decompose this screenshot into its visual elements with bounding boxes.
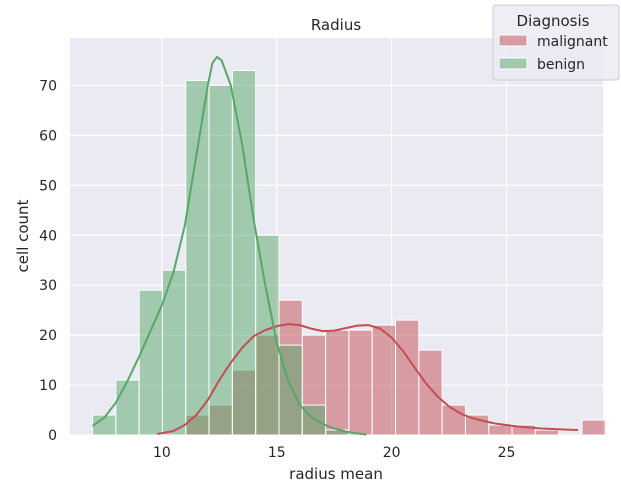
y-tick-label: 60	[39, 128, 57, 144]
legend-swatch-benign	[498, 57, 528, 70]
y-tick-label: 70	[39, 78, 57, 94]
legend-title: Diagnosis	[517, 12, 590, 30]
legend-label-malignant: malignant	[537, 34, 608, 50]
bar-series-benign	[92, 69, 350, 436]
y-tick-label: 40	[39, 228, 57, 244]
kde-curves	[91, 55, 578, 436]
bar-benign	[301, 404, 327, 436]
histogram-bars	[92, 69, 606, 436]
y-tick-label: 0	[48, 428, 57, 444]
bar-malignant	[488, 424, 513, 436]
y-tick-label: 50	[39, 178, 57, 194]
chart-title: Radius	[311, 16, 361, 34]
bar-malignant	[464, 414, 490, 436]
legend-label-benign: benign	[537, 57, 585, 73]
legend: Diagnosis malignant benign	[492, 4, 620, 81]
bar-malignant	[534, 429, 560, 436]
x-tick-labels: 10 15 20 25	[153, 445, 515, 461]
kde-line-malignant	[157, 323, 578, 435]
x-tick-label: 15	[268, 445, 286, 461]
x-tick-label: 25	[498, 445, 516, 461]
bar-benign	[208, 84, 233, 436]
y-axis-label: cell count	[14, 199, 32, 272]
bar-malignant	[325, 329, 350, 436]
bar-malignant	[395, 319, 420, 436]
bar-malignant	[418, 349, 443, 436]
bar-benign	[185, 79, 210, 436]
y-tick-labels: 0 10 20 30 40 50 60 70	[39, 78, 57, 444]
legend-swatch-malignant	[498, 34, 528, 47]
bar-benign	[231, 69, 257, 436]
bar-malignant	[581, 419, 606, 436]
y-tick-label: 30	[39, 278, 57, 294]
kde-line-benign	[91, 55, 367, 436]
y-tick-label: 20	[39, 328, 57, 344]
bar-benign	[115, 379, 140, 436]
x-tick-label: 20	[383, 445, 401, 461]
y-tick-label: 10	[39, 378, 57, 394]
x-tick-label: 10	[153, 445, 171, 461]
bar-malignant	[348, 329, 373, 436]
bar-malignant	[371, 324, 397, 436]
x-axis-label: radius mean	[289, 465, 383, 483]
